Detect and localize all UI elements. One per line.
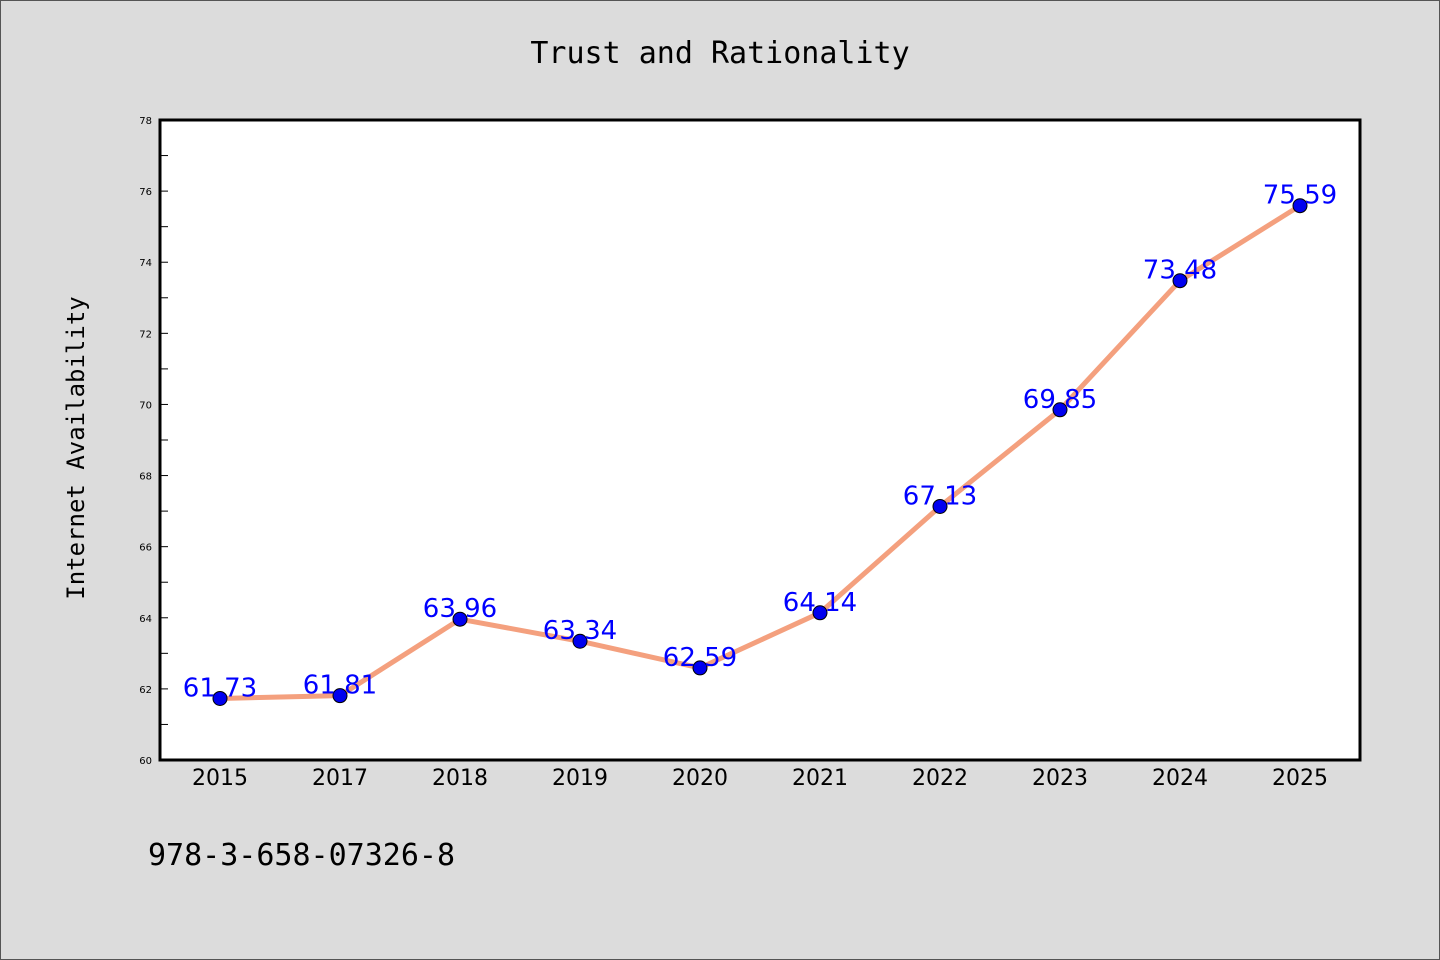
y-tick-label: 74 — [139, 258, 152, 269]
y-axis: 60 62 64 66 68 70 72 74 76 78 — [139, 116, 168, 767]
footer-isbn: 978-3-658-07326-8 — [148, 838, 455, 873]
data-point — [692, 660, 708, 676]
y-tick-label: 62 — [139, 685, 152, 696]
x-tick-label: 2019 — [552, 766, 608, 791]
data-point — [452, 611, 468, 627]
data-point — [932, 498, 948, 514]
data-labels: 61.73 61.81 63.96 63.34 62.59 64.14 67.13 69.85… — [183, 181, 1337, 704]
data-point — [212, 690, 228, 706]
y-tick-label: 60 — [139, 756, 152, 767]
x-tick-label: 2017 — [312, 766, 368, 791]
y-tick-label: 66 — [139, 543, 152, 554]
y-tick-label: 78 — [139, 116, 152, 127]
y-axis-label: Internet Availability — [62, 296, 90, 599]
x-tick-label: 2020 — [672, 766, 728, 791]
chart-title: Trust and Rationality — [530, 36, 909, 71]
y-tick-label: 72 — [139, 329, 152, 340]
y-tick-label: 68 — [139, 472, 152, 483]
x-tick-label: 2024 — [1152, 766, 1208, 791]
x-tick-label: 2025 — [1272, 766, 1328, 791]
data-label: 73.48 — [1143, 256, 1217, 286]
data-label: 63.34 — [543, 616, 617, 646]
x-tick-label: 2023 — [1032, 766, 1088, 791]
data-label: 61.73 — [183, 673, 257, 703]
data-label: 61.81 — [303, 671, 377, 701]
y-tick-label: 70 — [139, 400, 152, 411]
data-point — [1052, 402, 1068, 418]
data-label: 62.59 — [663, 643, 737, 673]
data-point — [812, 605, 828, 621]
data-point — [572, 633, 588, 649]
x-tick-label: 2021 — [792, 766, 848, 791]
y-tick-label: 76 — [139, 187, 152, 198]
x-tick-label: 2015 — [192, 766, 248, 791]
data-point — [1172, 273, 1188, 289]
data-label: 67.13 — [903, 481, 977, 511]
data-label: 63.96 — [423, 594, 497, 624]
data-label: 75.59 — [1263, 181, 1337, 211]
series-line — [217, 203, 1303, 701]
x-tick-label: 2018 — [432, 766, 488, 791]
data-point — [332, 688, 348, 704]
data-label: 69.85 — [1023, 385, 1097, 415]
x-tick-label: 2022 — [912, 766, 968, 791]
series-markers — [212, 198, 1308, 706]
data-label: 64.14 — [783, 588, 857, 618]
y-tick-label: 64 — [139, 614, 152, 625]
data-point — [1292, 198, 1308, 214]
plot-area — [158, 118, 1362, 762]
x-axis: 2015 2017 2018 2019 2020 2021 2022 2023 2024 2025 — [192, 766, 1328, 791]
